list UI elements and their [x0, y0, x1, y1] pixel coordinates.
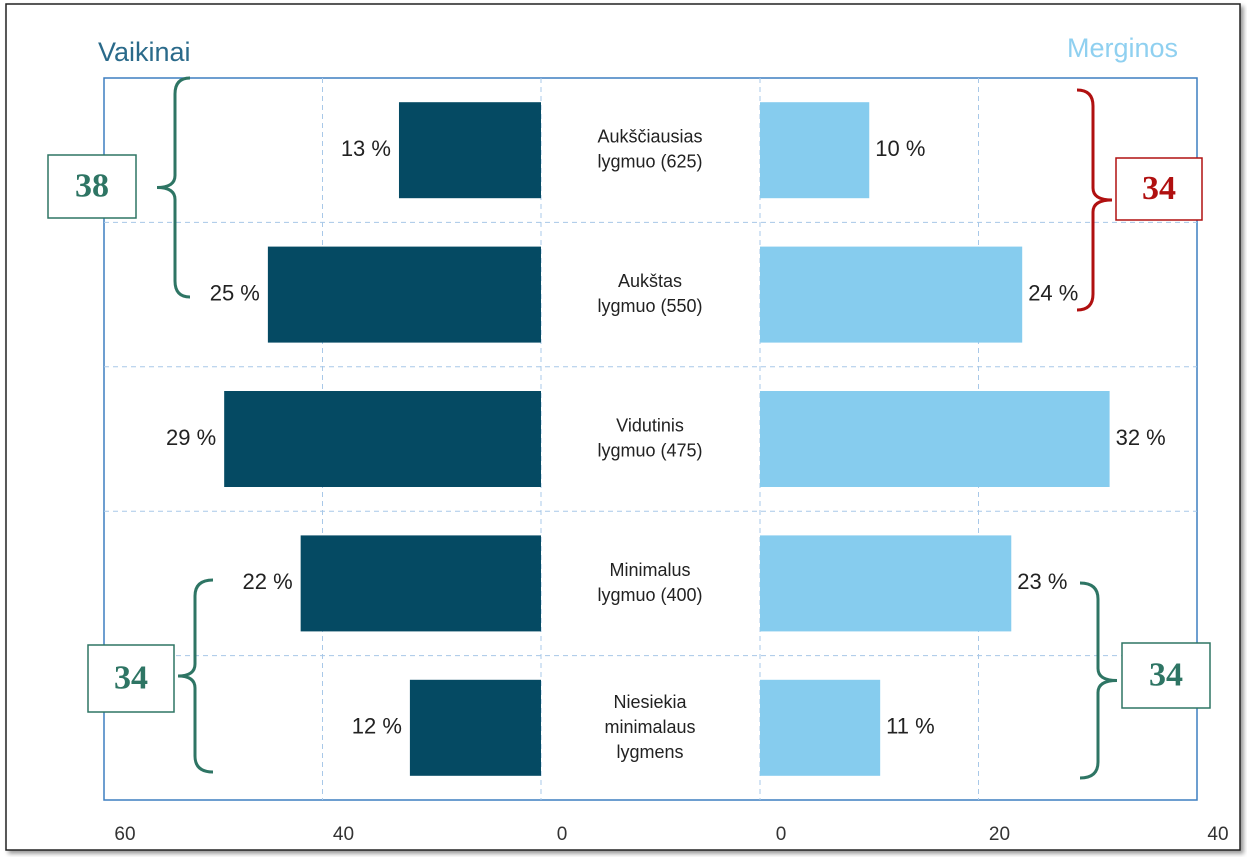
category-label: Aukštas lygmuo (550): [597, 271, 702, 316]
bar: [409, 679, 541, 776]
series-title-left: Vaikinai: [98, 37, 191, 67]
value-label: 13 %: [341, 136, 391, 161]
x-tick-label: 20: [989, 824, 1010, 845]
value-label: 32 %: [1116, 425, 1166, 450]
annotation-box: [1121, 642, 1211, 709]
category-label: Minimalus lygmuo (400): [597, 560, 702, 605]
annotation-box: [1115, 157, 1203, 221]
plot-area: [103, 77, 1198, 801]
x-tick-label: 40: [1207, 824, 1228, 845]
value-label: 10 %: [875, 136, 925, 161]
bracket: [1079, 581, 1118, 780]
value-label: 22 %: [242, 569, 292, 594]
bar: [760, 679, 881, 776]
value-label: 12 %: [352, 714, 402, 739]
annotation: 34: [1142, 170, 1176, 207]
annotation-box: [87, 644, 175, 713]
bar: [760, 391, 1110, 487]
bar: [398, 102, 541, 199]
category-label: Aukščiausias lygmuo (625): [597, 126, 702, 171]
series-title-right: Merginos: [1067, 33, 1178, 63]
value-label: 11 %: [886, 714, 935, 739]
value-label: 29 %: [166, 425, 216, 450]
x-tick-label: 40: [333, 824, 354, 845]
bar: [267, 246, 541, 343]
annotation: 38: [75, 167, 109, 204]
value-label: 24 %: [1028, 280, 1078, 305]
bracket: [156, 76, 191, 299]
bar: [224, 391, 542, 487]
value-label: 23 %: [1017, 569, 1067, 594]
bracket: [177, 578, 214, 774]
bar: [760, 246, 1023, 343]
bar: [760, 535, 1012, 632]
category-label: Vidutinis lygmuo (475): [597, 415, 702, 460]
x-tick-label: 0: [776, 824, 787, 845]
annotation: 34: [114, 659, 148, 696]
value-label: 25 %: [210, 280, 260, 305]
bar: [300, 535, 541, 632]
x-tick-label: 60: [114, 824, 135, 845]
bracket: [1076, 88, 1113, 312]
category-label: Niesiekia minimalaus lygmens: [604, 692, 695, 762]
x-tick-label: 0: [557, 824, 568, 845]
bar: [760, 102, 870, 199]
annotation: 34: [1149, 656, 1183, 693]
annotation-box: [47, 154, 137, 219]
